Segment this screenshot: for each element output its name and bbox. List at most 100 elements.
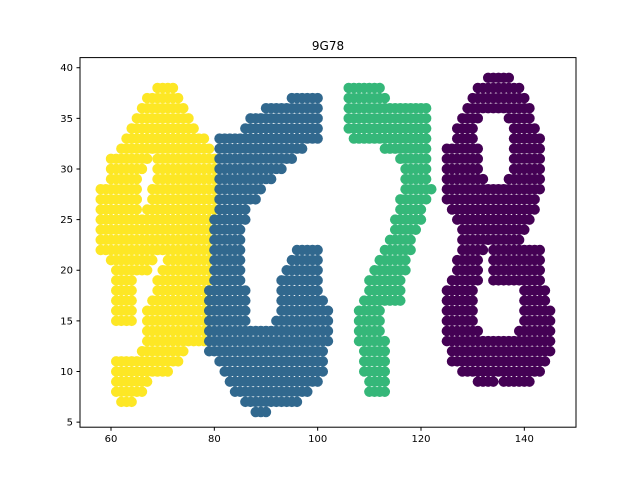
data-point-s3 xyxy=(513,82,525,94)
data-point-s0 xyxy=(172,356,184,367)
data-point-s0 xyxy=(126,315,137,327)
data-point-s2 xyxy=(405,234,416,246)
data-point-s3 xyxy=(534,275,546,286)
data-point-s1 xyxy=(265,173,277,185)
data-point-s1 xyxy=(312,376,323,387)
data-point-s0 xyxy=(183,113,194,124)
data-point-s3 xyxy=(519,224,530,235)
data-point-s1 xyxy=(312,103,323,114)
data-point-s1 xyxy=(240,315,251,327)
data-point-s0 xyxy=(141,153,153,165)
y-tick-label: 40 xyxy=(60,63,73,74)
y-tick-label: 20 xyxy=(60,266,73,277)
data-point-s2 xyxy=(420,194,432,205)
data-point-s1 xyxy=(312,285,323,296)
data-point-s2 xyxy=(379,356,391,367)
data-point-s3 xyxy=(524,113,535,124)
data-point-s2 xyxy=(379,366,391,377)
data-point-s1 xyxy=(240,285,251,296)
data-point-s2 xyxy=(420,173,432,185)
data-point-s1 xyxy=(260,406,272,418)
y-axis: 5 10 15 20 25 30 35 40 xyxy=(60,63,80,429)
data-point-s2 xyxy=(405,244,416,256)
data-point-s1 xyxy=(291,396,303,408)
data-point-s1 xyxy=(234,234,246,246)
data-point-s0 xyxy=(126,305,137,316)
y-tick-label: 30 xyxy=(60,164,73,175)
data-point-s0 xyxy=(162,366,174,377)
data-point-s1 xyxy=(302,386,313,397)
data-point-s2 xyxy=(374,82,385,94)
data-point-s3 xyxy=(519,92,530,104)
data-point-s3 xyxy=(477,244,489,256)
data-point-s3 xyxy=(534,254,546,266)
data-point-s3 xyxy=(529,194,540,205)
y-tick-label: 5 xyxy=(67,418,73,429)
data-point-s2 xyxy=(415,214,427,225)
data-point-s3 xyxy=(534,163,546,175)
data-point-s0 xyxy=(147,254,158,266)
data-point-s3 xyxy=(539,295,551,306)
data-point-s1 xyxy=(240,305,251,316)
data-point-s1 xyxy=(234,254,246,266)
data-point-s3 xyxy=(544,315,556,327)
data-point-s0 xyxy=(126,295,137,306)
data-point-s1 xyxy=(322,315,334,327)
data-point-s0 xyxy=(131,173,143,185)
data-point-s0 xyxy=(172,92,184,104)
data-point-s0 xyxy=(198,133,210,144)
data-point-s3 xyxy=(524,214,535,225)
y-tick-label: 10 xyxy=(60,367,73,378)
data-point-s3 xyxy=(534,173,546,185)
data-point-s3 xyxy=(472,163,484,175)
data-point-s3 xyxy=(524,376,535,387)
data-point-s2 xyxy=(400,265,411,276)
data-point-s1 xyxy=(234,224,246,235)
data-point-s3 xyxy=(544,325,556,337)
data-point-s3 xyxy=(467,315,478,327)
data-point-s1 xyxy=(234,275,246,286)
data-point-s3 xyxy=(539,356,551,367)
data-point-s2 xyxy=(379,92,391,104)
x-tick-label: 100 xyxy=(308,434,327,445)
chart-title: 9G78 xyxy=(312,39,344,53)
data-point-s2 xyxy=(374,315,385,327)
data-point-s2 xyxy=(410,224,422,235)
data-point-s0 xyxy=(167,82,179,94)
data-point-s3 xyxy=(467,295,478,306)
data-point-s1 xyxy=(317,346,329,357)
y-tick-label: 25 xyxy=(60,215,73,226)
data-point-s0 xyxy=(131,204,143,215)
data-point-s2 xyxy=(395,285,406,296)
data-point-s0 xyxy=(203,143,215,154)
data-point-s3 xyxy=(467,285,478,296)
data-point-s1 xyxy=(312,244,323,256)
data-point-s2 xyxy=(400,254,411,266)
data-point-s0 xyxy=(188,123,199,134)
x-tick-label: 120 xyxy=(411,434,430,445)
data-point-s2 xyxy=(395,275,406,286)
data-point-s0 xyxy=(136,163,148,175)
data-point-s2 xyxy=(374,325,385,337)
data-point-s3 xyxy=(467,305,478,316)
data-point-s3 xyxy=(477,173,489,185)
data-point-s3 xyxy=(503,72,515,84)
data-point-s2 xyxy=(420,133,432,144)
data-point-s3 xyxy=(472,143,484,154)
data-point-s3 xyxy=(544,335,556,347)
data-point-s3 xyxy=(534,153,546,165)
data-point-s1 xyxy=(240,204,251,215)
data-point-s1 xyxy=(317,366,329,377)
data-point-s2 xyxy=(420,113,432,124)
data-point-s2 xyxy=(420,163,432,175)
data-point-s2 xyxy=(426,184,437,195)
data-point-s3 xyxy=(524,103,535,114)
data-point-s2 xyxy=(420,123,432,134)
plot-points xyxy=(95,72,556,418)
data-point-s2 xyxy=(420,143,432,154)
data-point-s0 xyxy=(141,376,153,387)
data-point-s3 xyxy=(513,234,525,246)
data-point-s2 xyxy=(379,376,391,387)
data-point-s1 xyxy=(255,184,267,195)
